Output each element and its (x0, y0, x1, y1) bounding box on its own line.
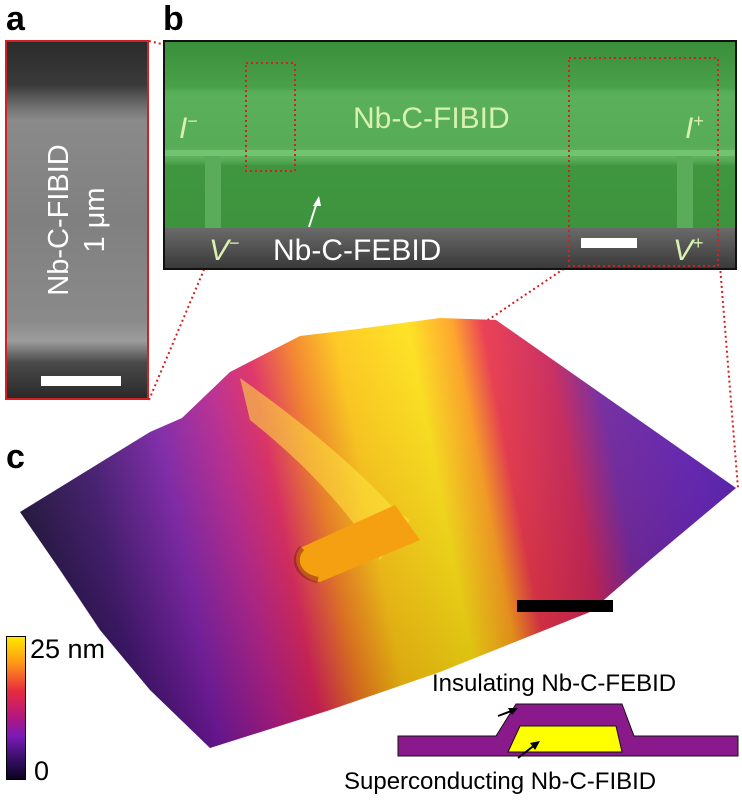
panel-a-scale-bar (41, 376, 121, 386)
febid-label: Nb-C-FEBID (273, 234, 442, 267)
panel-letter-b: b (163, 0, 184, 38)
panel-b-sem-image: Nb-C-FIBID I− I+ V− V+ Nb-C-FEBID (163, 40, 737, 270)
panel-letter-a: a (6, 0, 25, 38)
voltage-plus-label: V+ (673, 233, 704, 267)
colorbar (6, 636, 26, 780)
zoom-box-large (568, 57, 719, 267)
panel-c-afm-surface (20, 318, 736, 748)
panel-c-scale-bar (517, 600, 613, 612)
current-plus-label: I+ (685, 111, 704, 145)
current-minus-label: I− (179, 111, 198, 145)
zoom-box-small (245, 62, 296, 172)
inset-bottom-label: Superconducting Nb-C-FIBID (344, 768, 657, 795)
voltage-minus-label: V− (209, 233, 240, 267)
panel-letter-c: c (6, 438, 25, 476)
colorbar-min-label: 0 (34, 756, 50, 786)
colorbar-max-label: 25 nm (30, 634, 106, 664)
inset-top-label: Insulating Nb-C-FEBID (432, 670, 677, 697)
panel-b-scale-bar (581, 238, 637, 248)
panel-b-title: Nb-C-FIBID (353, 102, 510, 135)
panel-a-sem-image: Nb-C-FIBID 1 μm (5, 40, 149, 400)
cross-section-inset (397, 703, 739, 759)
